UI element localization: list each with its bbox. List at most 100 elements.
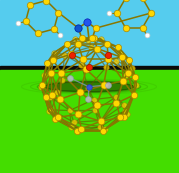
Point <box>86 21 88 23</box>
Point <box>56 90 59 93</box>
Point <box>101 130 104 132</box>
Point <box>40 86 43 89</box>
Point <box>71 54 73 56</box>
Point <box>43 73 46 76</box>
Point <box>124 110 127 112</box>
Point <box>107 54 109 56</box>
Point <box>128 58 131 61</box>
Point <box>102 84 105 87</box>
Point <box>87 85 90 88</box>
Point <box>47 110 50 112</box>
Point <box>87 97 90 100</box>
Point <box>122 103 125 106</box>
Bar <box>0 70 179 173</box>
Point <box>93 109 96 112</box>
Point <box>107 83 110 86</box>
Point <box>94 27 97 30</box>
Point <box>77 27 80 30</box>
Point <box>132 94 135 97</box>
Point <box>76 130 79 132</box>
Ellipse shape <box>44 82 134 92</box>
Point <box>91 37 94 40</box>
Point <box>50 94 53 97</box>
Point <box>76 43 79 45</box>
Point <box>45 0 48 2</box>
Point <box>46 61 49 64</box>
Point <box>52 58 54 61</box>
Point <box>116 12 118 14</box>
Point <box>125 113 128 115</box>
Point <box>76 130 79 133</box>
Point <box>99 120 102 123</box>
Point <box>69 53 72 56</box>
Point <box>87 38 90 41</box>
Point <box>95 104 98 107</box>
Point <box>86 21 88 23</box>
Point <box>80 37 83 40</box>
Point <box>50 108 53 111</box>
Point <box>69 77 72 79</box>
Point <box>115 95 118 98</box>
Point <box>103 128 106 131</box>
Point <box>16 22 19 25</box>
Point <box>82 58 84 61</box>
Bar <box>0 0 179 70</box>
Point <box>122 79 125 82</box>
Point <box>115 60 118 63</box>
Point <box>88 66 90 68</box>
Point <box>80 128 83 130</box>
Point <box>120 56 123 59</box>
Point <box>50 71 53 74</box>
Point <box>79 91 81 94</box>
Point <box>106 43 108 45</box>
Point <box>105 66 107 69</box>
Point <box>66 43 68 45</box>
Point <box>118 51 121 54</box>
Point <box>150 12 153 14</box>
Point <box>92 98 95 101</box>
Point <box>99 38 102 40</box>
Point <box>117 46 120 49</box>
Point <box>107 58 110 61</box>
Point <box>44 96 47 98</box>
Point <box>61 79 64 81</box>
Point <box>49 95 52 98</box>
Point <box>77 27 80 30</box>
Point <box>63 53 66 56</box>
Point <box>24 20 27 23</box>
Point <box>92 37 95 40</box>
Point <box>90 45 93 48</box>
Point <box>36 32 39 35</box>
Point <box>70 125 73 128</box>
Point <box>100 119 103 122</box>
Point <box>96 47 99 50</box>
Point <box>28 4 31 6</box>
Point <box>40 84 43 87</box>
Point <box>131 66 134 69</box>
Point <box>145 33 148 36</box>
Point <box>53 28 55 30</box>
Point <box>115 102 118 105</box>
Point <box>59 98 62 101</box>
Bar <box>0 66 179 74</box>
Point <box>56 116 59 119</box>
Point <box>80 63 83 66</box>
Point <box>72 121 75 124</box>
Point <box>125 73 127 76</box>
Point <box>135 84 138 87</box>
Point <box>57 11 60 14</box>
Point <box>87 87 90 89</box>
Point <box>54 118 57 121</box>
Point <box>74 38 77 40</box>
Point <box>141 26 144 29</box>
Point <box>134 76 137 79</box>
Point <box>58 33 61 36</box>
Point <box>126 71 129 74</box>
Point <box>53 56 56 59</box>
Point <box>124 26 127 29</box>
Point <box>52 51 55 54</box>
Point <box>99 125 102 128</box>
Point <box>77 113 80 116</box>
Point <box>119 116 122 119</box>
Point <box>85 68 88 71</box>
